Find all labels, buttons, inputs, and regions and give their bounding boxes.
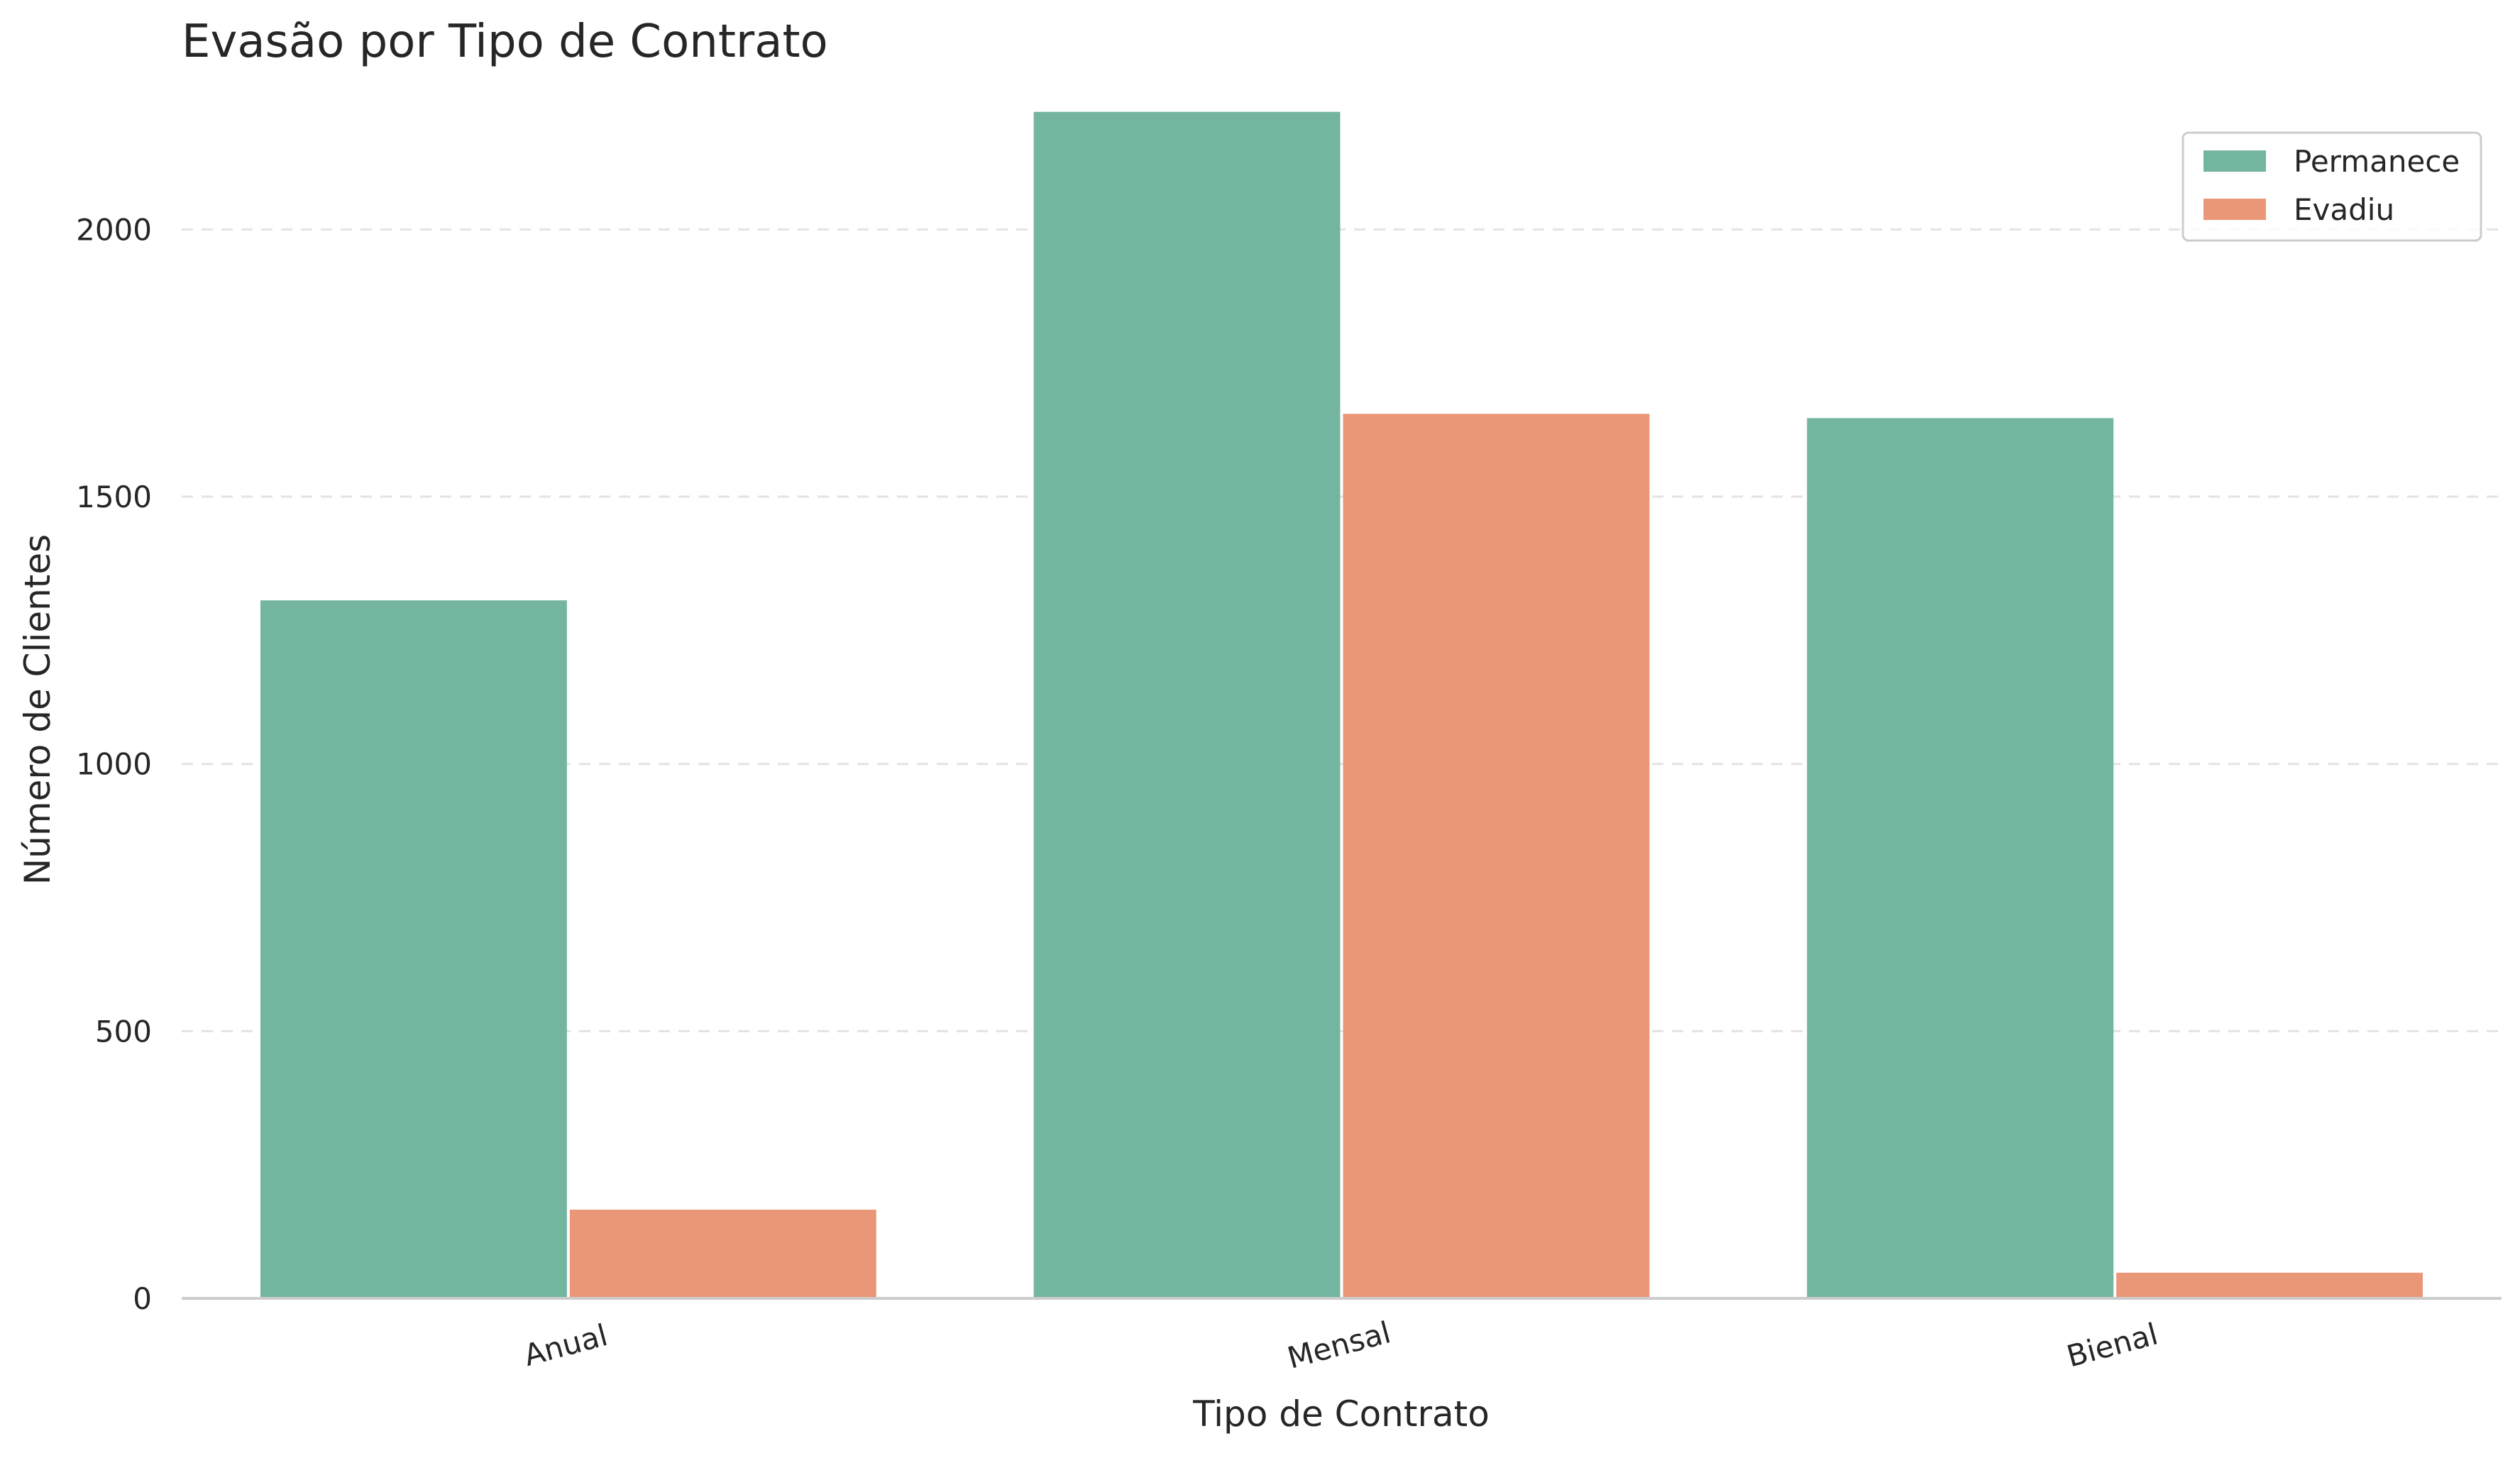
y-tick-label-0: 0 — [133, 1281, 152, 1316]
y-tick-label-1000: 1000 — [76, 747, 152, 782]
legend: Permanece Evadiu — [2181, 131, 2482, 242]
legend-swatch-permanece — [2203, 150, 2266, 172]
y-tick-label-2000: 2000 — [76, 212, 152, 247]
legend-swatch-evadiu — [2203, 199, 2266, 220]
x-tick-labels: Anual Mensal Bienal — [520, 1315, 2162, 1376]
bar-anual-permanece — [260, 600, 567, 1298]
y-tick-label-500: 500 — [95, 1014, 152, 1049]
legend-label-evadiu: Evadiu — [2294, 192, 2394, 227]
y-axis-label: Número de Clientes — [17, 534, 58, 885]
bar-bienal-permanece — [1807, 418, 2114, 1298]
x-tick-label-mensal: Mensal — [1284, 1315, 1394, 1376]
y-tick-labels: 0 500 1000 1500 2000 — [76, 212, 152, 1316]
legend-label-permanece: Permanece — [2294, 144, 2460, 179]
x-tick-label-bienal: Bienal — [2063, 1316, 2162, 1374]
bar-mensal-evadiu — [1343, 414, 1650, 1298]
chart-title: Evasão por Tipo de Contrato — [182, 16, 828, 68]
grid-lines — [182, 228, 2502, 1032]
bar-mensal-permanece — [1033, 111, 1341, 1299]
bar-anual-evadiu — [569, 1209, 876, 1298]
y-tick-label-1500: 1500 — [76, 480, 152, 514]
bar-bienal-evadiu — [2116, 1272, 2423, 1298]
x-tick-label-anual: Anual — [520, 1318, 611, 1373]
x-axis-label: Tipo de Contrato — [1192, 1393, 1490, 1435]
bars — [260, 111, 2423, 1299]
